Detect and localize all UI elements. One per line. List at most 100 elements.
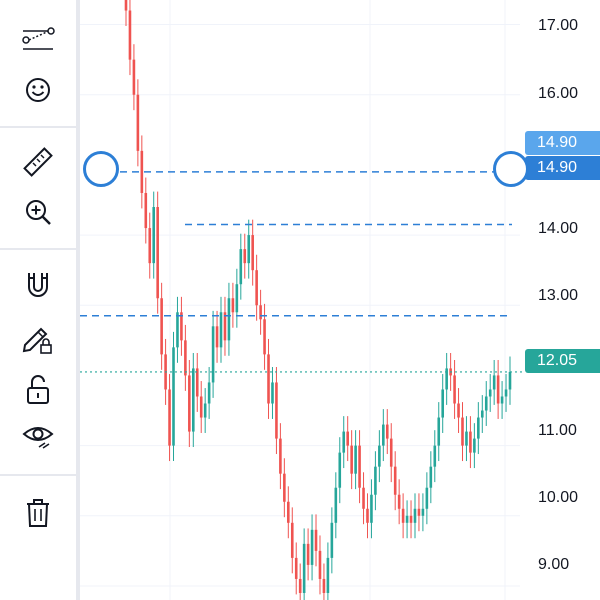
candle-body [477,417,480,439]
candle-body [334,487,338,523]
candle-body [223,312,227,341]
last-price-tag: 12.05 [525,349,600,373]
candle-body [389,438,393,467]
candle-body [176,312,179,348]
emoji-tool-button[interactable] [14,70,62,110]
candle-body [484,396,488,411]
candle-body [318,550,322,579]
candle-body [342,431,346,453]
price-tick-label: 14.00 [538,220,579,237]
candle-body [425,487,429,509]
magnet-mode-button[interactable] [14,265,62,305]
candle-body [279,438,282,474]
candle-body [128,10,132,60]
candle-body [500,396,504,404]
zoom-in-tool-button[interactable] [14,192,62,232]
toolbar-separator [0,474,76,476]
zoom-in-icon [26,200,51,225]
lock-drawings-button[interactable] [14,320,62,360]
trend-line-tool-button[interactable] [14,20,62,60]
candle-body [243,249,247,264]
candle-body [290,522,294,558]
candle-body [358,445,361,488]
price-chart[interactable]: 17.00 16.00 14.00 13.00 11.00 10.00 9.00… [80,0,600,600]
drawing-price-tag: 14.90 [525,131,600,155]
trash-icon [27,499,49,527]
candle-body [132,59,136,95]
measure-tool-button[interactable] [14,142,62,182]
candle-body [453,375,456,404]
candle-body [504,389,508,397]
candle-body [207,382,211,404]
candle-body [354,445,357,474]
candle-body [496,375,500,404]
candle-body [382,424,385,446]
candle-body [235,284,239,313]
candle-body [247,235,251,264]
price-tick-label: 13.00 [538,287,579,304]
candle-body [508,371,512,390]
candle-body [393,466,397,495]
candle-body [191,368,195,432]
candle-body [461,417,464,446]
candle-body [231,298,235,313]
candle-body [160,298,163,355]
line-start-handle[interactable] [83,151,119,187]
candle-body [302,543,306,593]
candle-body [287,501,290,523]
line-end-handle[interactable] [493,151,529,187]
candle-body [326,557,330,593]
candle-body [480,410,484,418]
candle-body [385,424,389,439]
candle-body [259,305,262,320]
candle-body [199,396,203,418]
unlock-button[interactable] [14,370,62,410]
candle-body [267,354,270,404]
candle-body [306,543,310,565]
candle-body [136,94,140,151]
magnet-icon [28,273,48,297]
candle-body [401,508,405,523]
candle-body [338,452,342,488]
candle-body [362,487,365,509]
candle-body [366,508,369,523]
candle-body [378,445,381,467]
candle-body [184,340,187,376]
candle-body [294,557,298,579]
candle-body [263,319,266,355]
candle-body [445,368,448,390]
candle-body [152,207,156,264]
candle-body [188,375,191,432]
price-tick-label: 10.00 [538,489,579,506]
price-tick-label: 17.00 [538,17,579,34]
candle-body [409,515,413,523]
candle-body [441,389,445,418]
ruler-icon [23,147,53,177]
candle-body [211,326,215,383]
candle-body [397,494,401,509]
hide-drawings-button[interactable] [14,416,62,456]
candle-body [346,431,349,446]
candle-body [203,403,207,418]
candle-body [457,403,460,418]
price-tick-label: 11.00 [538,422,577,439]
remove-drawings-button[interactable] [14,493,62,533]
candlestick-plot[interactable] [80,0,600,600]
candle-body [465,431,468,446]
candle-body [469,431,472,453]
candle-body [413,508,417,523]
candle-body [374,466,377,495]
candle-body [492,375,496,390]
candle-body [275,382,278,439]
candle-body [350,445,353,474]
smiley-icon [26,78,50,102]
candle-body [255,270,258,306]
candle-body [433,445,437,467]
price-tick-label: 9.00 [538,556,570,573]
candle-body [314,529,318,551]
candle-body [219,312,223,348]
candle-body [180,312,183,341]
toolbar-separator [0,248,76,250]
candle-body [195,368,199,397]
eye-icon [22,427,54,449]
